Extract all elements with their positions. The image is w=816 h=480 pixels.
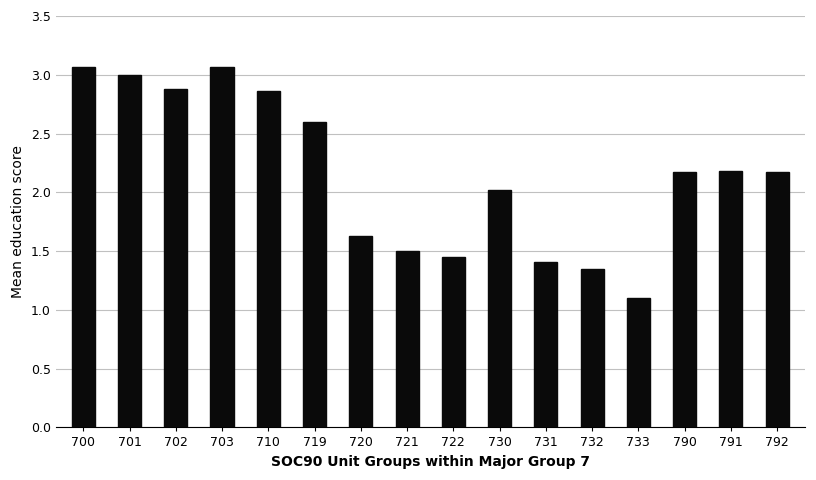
Bar [534,262,557,427]
Bar [627,298,650,427]
X-axis label: SOC90 Unit Groups within Major Group 7: SOC90 Unit Groups within Major Group 7 [271,455,590,469]
Bar [673,172,696,427]
Bar [765,172,789,427]
Bar [720,171,743,427]
Bar [349,236,372,427]
Bar [488,190,511,427]
Bar [118,75,141,427]
Y-axis label: Mean education score: Mean education score [11,145,25,298]
Bar [441,257,465,427]
Bar [396,251,419,427]
Bar [164,89,188,427]
Bar [211,67,233,427]
Bar [257,91,280,427]
Bar [303,122,326,427]
Bar [72,67,95,427]
Bar [580,269,604,427]
